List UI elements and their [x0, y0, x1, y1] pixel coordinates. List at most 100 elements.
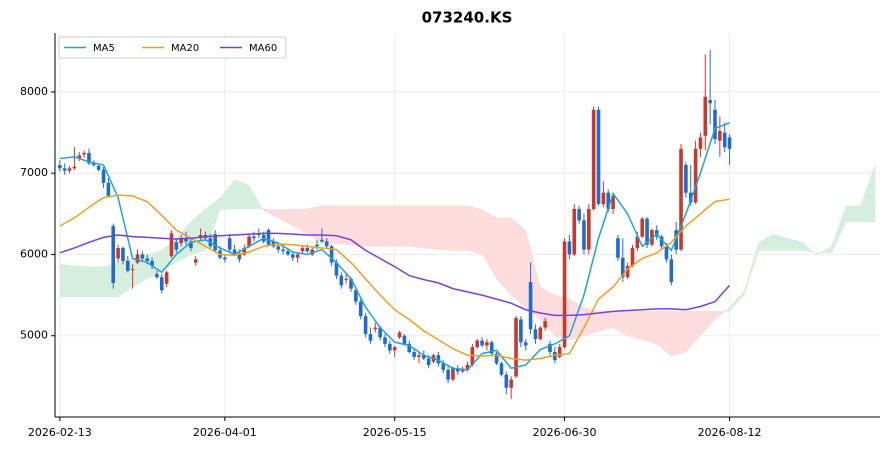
cloud-segment [656, 311, 672, 357]
candle-body [713, 109, 717, 140]
cloud-segment [787, 237, 803, 251]
candle-body [96, 165, 101, 170]
cloud-segment [772, 233, 789, 251]
candle-body [358, 301, 363, 317]
cloud-segment [554, 294, 570, 341]
candle-body [247, 236, 251, 247]
candle-body [601, 192, 606, 205]
candle-body [718, 130, 722, 141]
candle-body [121, 247, 125, 261]
legend-label: MA5 [93, 43, 115, 54]
candle-body [640, 218, 645, 237]
candle-body [213, 234, 217, 251]
candle-body [378, 327, 382, 338]
candle-body [684, 165, 688, 193]
legend-box [58, 36, 287, 59]
candle-body [388, 343, 392, 351]
candle-body [397, 332, 402, 338]
cloud-segment [234, 179, 250, 210]
cloud-segment [496, 217, 512, 296]
cloud-segment [277, 208, 294, 227]
candle-body [193, 259, 198, 263]
candle-body [252, 236, 256, 239]
candle-body [87, 152, 91, 164]
candle-body [354, 290, 358, 302]
candle-body [125, 260, 130, 271]
candle-body [135, 254, 140, 263]
candle-body [446, 369, 450, 380]
cloud-segment [758, 233, 774, 251]
candle-body [92, 163, 96, 166]
candle-body [140, 254, 145, 259]
candle-body [455, 368, 460, 372]
cloud-segment [59, 263, 75, 297]
candle-body [664, 246, 669, 260]
cloud-segment [205, 197, 221, 251]
cloud-segment [743, 242, 759, 296]
candle-body [402, 335, 407, 344]
cloud-segment [394, 205, 410, 247]
ma-line [59, 122, 730, 371]
candle-body [596, 109, 601, 205]
candle-body [441, 363, 446, 370]
candle-body [320, 239, 324, 242]
candle-body [169, 233, 174, 257]
candle-body [635, 236, 640, 248]
ma-line [59, 194, 730, 361]
candle-body [693, 148, 698, 203]
candle-body [567, 241, 572, 255]
x-tick-label: 2026-06-30 [533, 426, 597, 439]
legend-label: MA20 [171, 43, 199, 54]
candle-body [528, 282, 533, 330]
candle-body [465, 364, 470, 370]
candle-body [155, 273, 159, 278]
candle-body [189, 241, 193, 248]
candle-body [509, 379, 513, 388]
candle-body [237, 254, 242, 260]
candle-body [548, 343, 552, 352]
candle-body [557, 347, 562, 357]
candle-body [582, 220, 586, 250]
cloud-segment [816, 245, 832, 255]
candle-body [111, 226, 116, 283]
legend: MA5 MA20 MA60 [58, 36, 287, 59]
candle-body [645, 218, 649, 245]
x-tick-label: 2026-05-15 [363, 426, 427, 439]
y-tick-label: 8000 [20, 85, 48, 98]
cloud-segment [117, 258, 133, 298]
candle-body [329, 246, 334, 263]
cloud-segment [831, 205, 847, 253]
cloud-segment [321, 205, 337, 245]
y-tick-label: 5000 [20, 329, 48, 342]
candle-body [232, 249, 237, 255]
candle-body [184, 238, 188, 242]
legend-label: MA60 [249, 43, 277, 54]
x-tick-label: 2026-08-12 [698, 426, 762, 439]
cloud-segment [671, 311, 687, 357]
candle-body [412, 351, 416, 357]
cloud-segment [729, 290, 745, 313]
candle-body [460, 369, 465, 372]
candle-body [368, 334, 373, 341]
candle-body [82, 152, 86, 155]
cloud-segment [307, 205, 323, 243]
cloud-segment [452, 205, 468, 251]
candle-body [708, 100, 712, 104]
candle-body [611, 195, 615, 209]
candle-body [72, 166, 77, 169]
candle-body [116, 247, 120, 259]
candle-body [451, 368, 455, 380]
cloud-segment [860, 164, 876, 223]
candle-body [349, 278, 353, 289]
candle-body [295, 254, 300, 258]
cloud-segment [74, 265, 90, 297]
candle-body [106, 182, 111, 196]
candle-body [698, 137, 703, 149]
candle-body [659, 236, 664, 247]
cloud-segment [714, 306, 730, 321]
cloud-segment [540, 286, 556, 337]
cloud-segment [627, 311, 643, 341]
cloud-segment [641, 311, 658, 345]
candle-body [150, 260, 154, 266]
cloud-segment [467, 205, 483, 255]
